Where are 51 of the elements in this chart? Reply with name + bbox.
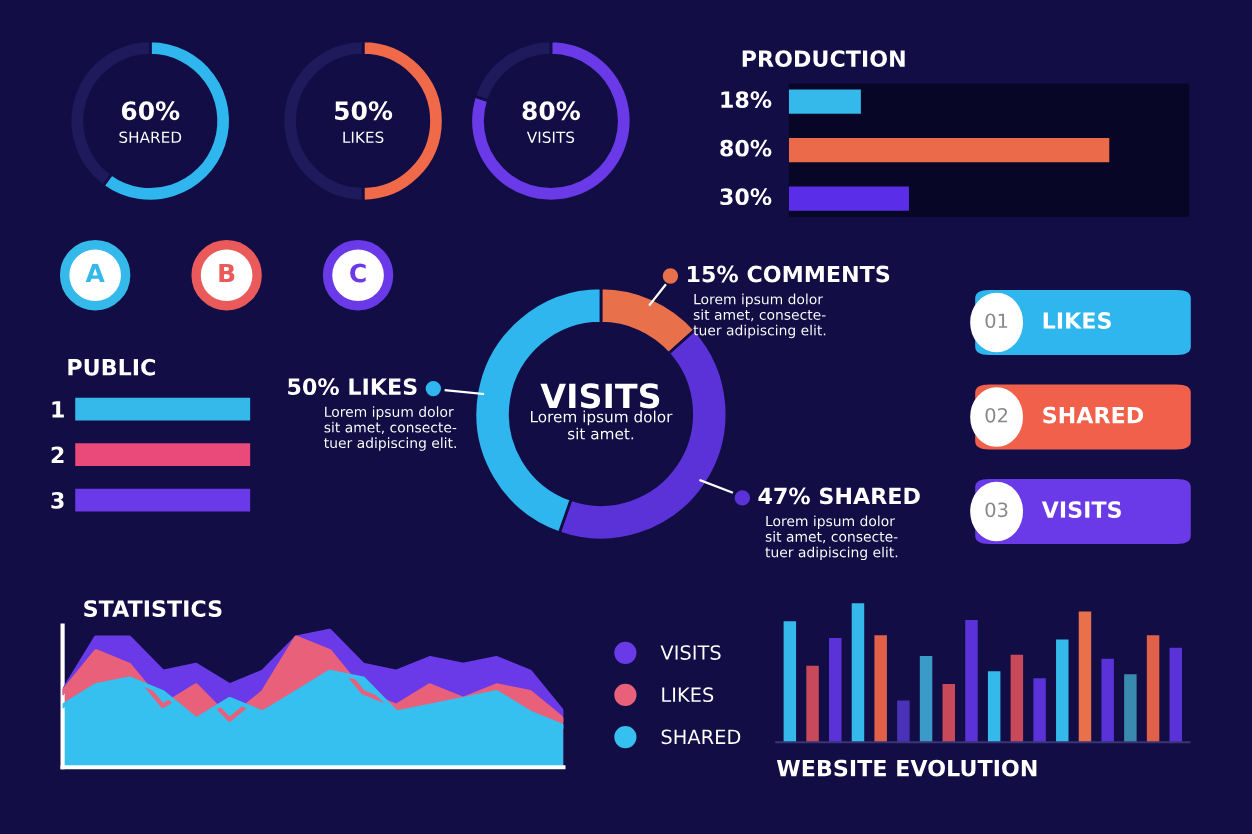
bar [1124, 674, 1137, 743]
donut-slice [469, 39, 633, 203]
data-label: 18% [721, 91, 772, 109]
data-label: 15% [688, 265, 739, 283]
data-label: 50% [288, 378, 339, 396]
legend-label: LIKES [349, 378, 417, 396]
bar [942, 683, 956, 743]
bar [806, 665, 819, 743]
text: 03 [985, 502, 1008, 518]
slice-label: COMMENTS [747, 265, 890, 283]
y-tick-label: 1 [52, 401, 64, 418]
text: 01 [985, 313, 1008, 329]
chart-title: PUBLIC [68, 358, 155, 376]
data-label: 80% [720, 139, 772, 157]
legend-label: SHARED [661, 729, 741, 745]
bar [1169, 647, 1183, 743]
bar [987, 671, 1001, 743]
y-tick-label: 2 [51, 446, 64, 463]
data-label: 50% [335, 101, 393, 121]
chart-title: PRODUCTION [742, 50, 905, 68]
bar [1033, 678, 1046, 743]
legend-label: LIKES [662, 687, 714, 703]
legend-label: VISITS [660, 645, 721, 660]
text: 02 [985, 407, 1008, 423]
bar [1010, 654, 1024, 743]
text: LIKES [1043, 312, 1111, 329]
bar [897, 700, 910, 743]
data-label: 30% [720, 188, 772, 206]
bar [783, 621, 797, 743]
bar [919, 656, 933, 743]
chart-title: STATISTICS [84, 600, 222, 617]
text: C [350, 263, 366, 283]
bar [1056, 639, 1069, 743]
bar [874, 635, 887, 743]
text: A [85, 263, 105, 283]
slice-label: SHARED [819, 487, 920, 505]
text: SHARED [1043, 406, 1144, 424]
text: WEBSITE EVOLUTION [776, 759, 1037, 777]
data-label: 47% [758, 487, 810, 505]
bar [1078, 611, 1092, 743]
text: B [219, 263, 235, 283]
y-tick-label: 3 [51, 491, 64, 509]
bar [1101, 658, 1114, 743]
bar [829, 638, 842, 743]
bar [851, 603, 865, 743]
text: VISITS [1041, 501, 1121, 518]
data-label: 80% [522, 101, 580, 121]
bar [1146, 635, 1160, 743]
bar [965, 619, 978, 743]
data-label: 60% [121, 101, 180, 121]
text: VISITS [540, 383, 660, 409]
